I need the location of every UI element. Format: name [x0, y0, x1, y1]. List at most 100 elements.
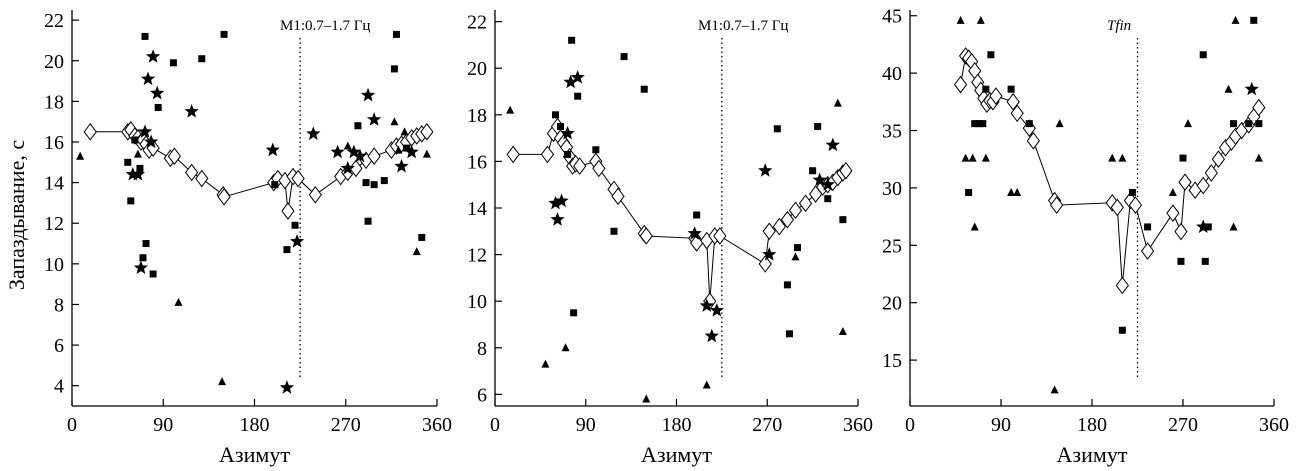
square-point — [979, 120, 987, 128]
square-point — [794, 244, 801, 252]
triangle-point — [412, 247, 421, 256]
x-tick-label: 0 — [905, 414, 915, 436]
square-point — [291, 221, 299, 229]
diamond-point — [573, 157, 587, 175]
triangle-point — [561, 343, 570, 352]
square-point — [370, 181, 378, 189]
square-point — [574, 92, 582, 100]
triangle-point — [1184, 119, 1193, 128]
square-point — [1144, 223, 1152, 231]
star-point — [184, 104, 199, 118]
square-point — [149, 270, 157, 278]
star-point — [330, 144, 345, 159]
y-tick-label: 4 — [54, 376, 64, 398]
square-point — [564, 150, 572, 158]
square-point — [1025, 120, 1033, 128]
diamond-point — [788, 201, 803, 220]
y-tick-label: 35 — [882, 121, 902, 143]
x-tick-label: 90 — [153, 414, 173, 436]
diamond-point — [367, 147, 381, 166]
star-point — [550, 212, 565, 226]
y-tick-label: 15 — [882, 350, 902, 372]
star-point — [367, 112, 382, 126]
star-point — [133, 260, 149, 274]
diamond-point — [506, 145, 520, 164]
y-tick-label: 14 — [467, 198, 487, 220]
diamond-point — [1196, 176, 1210, 195]
diamond-point — [217, 187, 231, 206]
diamond-point — [989, 87, 1003, 105]
diamond-point — [195, 169, 209, 188]
square-point — [568, 36, 576, 44]
diamond-point — [1010, 104, 1024, 123]
y-tick-label: 6 — [477, 384, 487, 406]
diamond-point — [185, 163, 199, 182]
triangle-point — [642, 394, 651, 403]
square-point — [403, 144, 411, 152]
diamond-point — [1110, 198, 1124, 217]
x-tick-label: 180 — [1077, 414, 1107, 436]
diamond-point — [592, 159, 606, 178]
diamond-point — [758, 255, 772, 273]
triangle-point — [390, 117, 399, 126]
triangle-point — [1168, 188, 1177, 197]
triangle-point — [541, 359, 550, 368]
square-point — [136, 164, 144, 172]
square-point — [139, 254, 147, 262]
square-point — [1204, 223, 1212, 231]
square-point — [390, 65, 398, 73]
triangle-point — [1013, 188, 1022, 197]
square-point — [1177, 257, 1185, 265]
star-point — [265, 142, 280, 157]
y-tick-label: 20 — [882, 293, 902, 315]
square-point — [198, 55, 206, 63]
square-point — [570, 309, 578, 317]
diamond-point — [780, 210, 795, 229]
y-axis-label: Запаздывание, с — [4, 140, 29, 290]
x-tick-label: 270 — [331, 414, 361, 436]
diamond-point — [1204, 164, 1218, 182]
star-point — [758, 163, 773, 177]
square-point — [610, 227, 618, 235]
star-point — [812, 172, 827, 187]
star-point — [404, 144, 419, 159]
middle-chart-panel: 6 8 10 12 14 16 18 20 22 0 90 180 270 360 Азимут М1:0.7… — [467, 10, 873, 467]
x-tick-label: 90 — [991, 414, 1011, 436]
square-point — [975, 120, 983, 128]
y-tick-label: 20 — [467, 58, 487, 80]
triangle-point — [422, 149, 431, 158]
diamond-point — [1178, 173, 1192, 192]
x-axis-label: Азимут — [641, 442, 712, 467]
square-point — [839, 216, 847, 224]
triangle-point — [1108, 153, 1117, 162]
square-point — [418, 233, 426, 241]
chart-annotation: М1:0.7–1.7 Гц — [698, 18, 788, 34]
diamond-point — [540, 145, 555, 164]
square-point — [142, 240, 150, 248]
y-tick-label: 14 — [44, 173, 64, 195]
triangle-point — [1118, 153, 1127, 162]
chart-annotation: Tfin — [1107, 18, 1131, 34]
y-tick-label: 30 — [882, 178, 902, 200]
x-tick-label: 360 — [1259, 414, 1289, 436]
y-tick-label: 45 — [882, 6, 902, 28]
square-point — [220, 30, 228, 38]
square-point — [154, 103, 162, 111]
triangle-point — [968, 153, 977, 162]
triangle-point — [506, 105, 515, 114]
square-point — [620, 53, 628, 61]
star-point — [143, 134, 159, 149]
square-point — [965, 189, 973, 197]
star-point — [704, 328, 719, 343]
square-point — [1007, 85, 1015, 93]
diamond-point — [639, 227, 653, 245]
triangle-point — [400, 127, 409, 136]
triangle-point — [981, 153, 990, 162]
star-point — [360, 87, 376, 102]
diamond-point — [1006, 92, 1020, 111]
square-point — [552, 111, 559, 119]
x-tick-label: 0 — [67, 414, 77, 436]
x-tick-label: 90 — [576, 414, 596, 436]
triangle-point — [174, 297, 183, 306]
